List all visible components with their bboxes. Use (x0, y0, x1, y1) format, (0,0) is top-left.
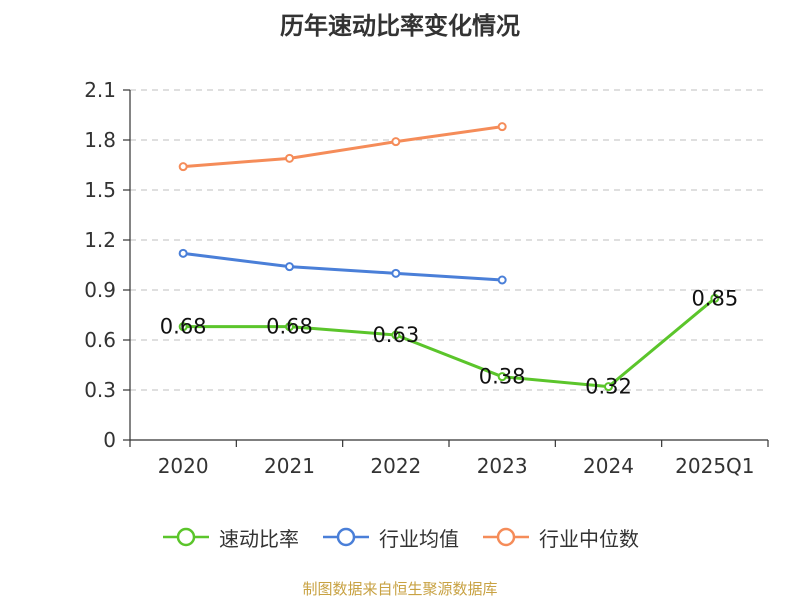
chart-title: 历年速动比率变化情况 (280, 12, 520, 40)
legend-swatch-icon (483, 527, 529, 547)
legend-label: 行业中位数 (539, 526, 639, 551)
data-point (710, 293, 720, 303)
legend-item[interactable]: 行业均值 (321, 523, 459, 552)
x-tick-label: 2025Q1 (675, 454, 754, 478)
y-tick-label: 0.3 (84, 378, 116, 402)
data-label: 0.63 (372, 323, 419, 347)
y-tick-label: 0.9 (84, 278, 116, 302)
legend: 速动比率 行业均值 行业中位数 (0, 520, 800, 554)
data-point (604, 382, 613, 392)
data-label: 0.85 (691, 286, 738, 310)
series-line (182, 251, 503, 282)
legend-label: 速动比率 (219, 526, 299, 551)
data-label: 0.68 (160, 315, 207, 339)
legend-item[interactable]: 速动比率 (161, 523, 299, 552)
y-tick-label: 2.1 (84, 78, 116, 102)
data-point (391, 330, 401, 340)
data-label: 0.68 (266, 315, 313, 339)
data-point (178, 322, 188, 332)
x-tick-label: 2023 (477, 454, 528, 478)
data-point (391, 137, 401, 147)
data-point (497, 275, 507, 285)
legend-swatch-icon (163, 527, 209, 547)
data-point (285, 262, 294, 272)
data-point (178, 248, 188, 258)
data-point (285, 322, 294, 332)
data-point (285, 153, 294, 163)
data-point (497, 372, 507, 382)
x-tick-label: 2024 (583, 454, 634, 478)
series-line (183, 125, 503, 169)
legend-item[interactable]: 行业中位数 (481, 523, 639, 552)
x-tick-label: 2022 (370, 454, 421, 478)
data-point (178, 162, 188, 172)
y-tick-label: 1.8 (84, 128, 116, 152)
y-tick-label: 0 (103, 428, 116, 452)
legend-label: 行业均值 (379, 526, 459, 551)
y-tick-label: 1.2 (84, 228, 116, 252)
y-tick-label: 1.5 (84, 178, 116, 202)
data-label: 0.32 (585, 375, 632, 399)
data-label: 0.38 (479, 365, 526, 389)
data-point (497, 122, 507, 132)
x-tick-label: 2020 (158, 454, 209, 478)
series-line (183, 297, 716, 389)
data-point (391, 268, 401, 278)
source-note: 制图数据来自恒生聚源数据库 (302, 580, 498, 598)
legend-swatch-icon (323, 527, 369, 547)
y-tick-label: 0.6 (84, 328, 116, 352)
x-tick-label: 2021 (264, 454, 315, 478)
